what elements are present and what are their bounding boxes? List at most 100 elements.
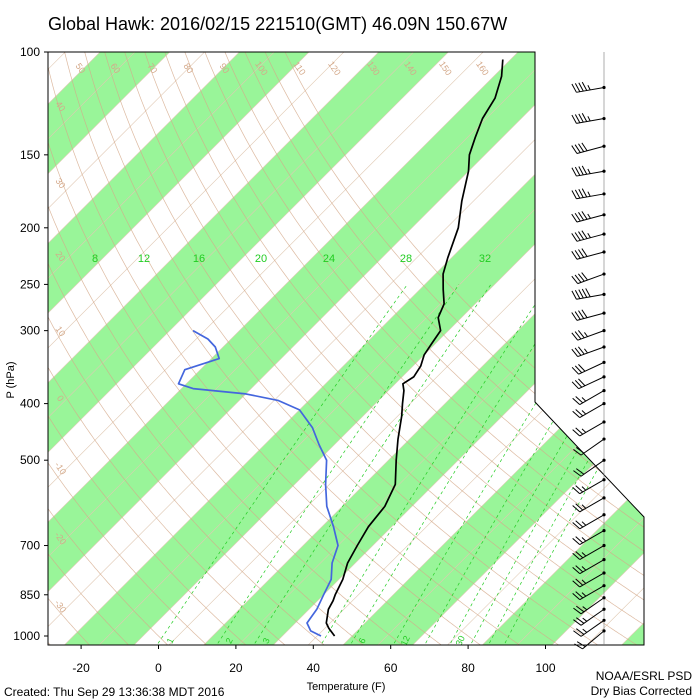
dry-adiabat-label: 90	[217, 61, 231, 75]
wind-barb	[571, 230, 606, 242]
wind-barb-dot	[602, 232, 606, 236]
isotherm-line	[48, 52, 567, 645]
temperature-tick-label: 100	[535, 661, 555, 675]
wind-barb-staff	[579, 479, 605, 495]
wind-barb-staff	[582, 630, 605, 650]
dry-adiabat-line	[48, 52, 172, 645]
wind-barbs	[571, 81, 606, 650]
wind-barb-staff	[579, 545, 605, 560]
pressure-tick-label: 100	[20, 45, 40, 59]
wind-barb-feather	[575, 565, 584, 573]
wind-barb-feather	[572, 592, 581, 601]
wind-barb	[571, 329, 606, 341]
wind-barb-feather	[571, 145, 578, 154]
wind-barb	[573, 437, 606, 456]
wind-barb-feather	[572, 580, 581, 588]
wind-barb-feather	[578, 189, 584, 198]
isotherm-line	[48, 52, 427, 645]
wind-barb-staff	[578, 376, 605, 390]
mixing-ratio-label: 28	[400, 253, 412, 265]
wind-barb	[571, 142, 606, 154]
dry-adiabat-line	[100, 52, 603, 645]
isotherm-line	[688, 39, 700, 648]
wind-barb-feather	[574, 643, 583, 650]
wind-barb-feather	[574, 232, 581, 241]
wind-barb-feather	[574, 250, 581, 259]
wind-barb-feather	[574, 189, 581, 199]
wind-barb	[571, 188, 606, 200]
wind-barb-feather	[575, 520, 584, 528]
dry-adiabat-line	[48, 52, 407, 645]
pressure-tick-label: 500	[20, 453, 40, 467]
wind-barb-feather	[574, 365, 583, 374]
pressure-axis: 100 150 200 250 300 400 500 700 850 1000	[13, 45, 48, 643]
created-timestamp: Created: Thu Sep 29 13:36:38 MDT 2016	[4, 685, 225, 699]
wind-barb-feather	[573, 630, 582, 637]
isotherm-line	[48, 52, 532, 645]
wind-barb-feather	[573, 470, 582, 477]
mixing-ratio-label: 3	[261, 636, 272, 645]
wind-barb	[573, 607, 606, 626]
wind-barb-staff	[577, 330, 605, 341]
mixing-ratio-label: 32	[479, 253, 491, 265]
dry-adiabat-line	[278, 52, 644, 645]
wind-barb-staff	[580, 597, 605, 615]
sounding-profiles	[177, 59, 504, 637]
dewpoint-profile	[177, 329, 339, 637]
dry-adiabat-line	[219, 52, 644, 645]
dry-adiabat-line	[48, 52, 290, 645]
dry-adiabat-line	[81, 52, 564, 645]
wind-barb-feather	[572, 566, 581, 575]
dry-adiabat-line	[140, 52, 644, 645]
dry-adiabat-label: -30	[53, 598, 69, 614]
wind-barb	[571, 113, 606, 124]
wind-barb-staff	[579, 572, 605, 588]
dry-adiabat-line	[48, 52, 486, 645]
wind-barb-feather	[582, 606, 588, 611]
mixing-ratio-label: 20	[255, 253, 267, 265]
wind-barb-feather	[571, 366, 579, 375]
isotherm-line	[48, 52, 358, 645]
temperature-profile	[325, 59, 504, 637]
dry-adiabat-line	[48, 52, 93, 645]
wind-barb-feather	[577, 273, 585, 282]
wind-barb-dot	[602, 169, 606, 173]
isotherm-line	[48, 52, 288, 645]
temperature-tick-label: 20	[229, 661, 243, 675]
mixing-ratio-label: 24	[323, 253, 335, 265]
pressure-tick-label: 150	[20, 148, 40, 162]
wind-barb-feather	[573, 619, 582, 626]
mixing-ratio-label: 30	[454, 634, 467, 647]
isotherm-line	[653, 39, 700, 648]
wind-barb	[571, 248, 606, 260]
wind-barb-feather	[582, 617, 588, 622]
pressure-tick-label: 250	[20, 277, 40, 291]
wind-barb	[571, 309, 606, 321]
wind-barb	[572, 420, 606, 437]
dry-adiabat-label: 150	[437, 59, 454, 77]
wind-barb-staff	[579, 421, 605, 437]
wind-barb-feather	[581, 552, 587, 557]
mixing-ratio-line	[468, 284, 644, 645]
wind-barb-feather	[575, 578, 584, 586]
dry-adiabat-label: 10	[53, 324, 67, 338]
wind-barb	[572, 496, 606, 513]
wind-barb-feather	[572, 505, 581, 513]
wind-barb-feather	[575, 503, 584, 511]
temperature-tick-label: 60	[384, 661, 398, 675]
wind-barb-staff	[579, 514, 605, 530]
isotherm-label: 30	[617, 477, 641, 501]
wind-barb-staff	[577, 273, 605, 285]
wind-barb-feather	[581, 248, 588, 257]
dry-adiabat-label: 0	[55, 393, 66, 403]
temperature-tick-label: -20	[72, 661, 90, 675]
isotherm-line	[339, 52, 644, 645]
wind-barb-feather	[575, 427, 584, 435]
wind-barb-feather	[585, 288, 591, 298]
mixing-ratio-line	[214, 284, 460, 645]
wind-barb-feather	[581, 288, 588, 298]
dry-adiabat-lines	[48, 52, 644, 645]
wind-barb-feather	[581, 486, 587, 491]
isotherm-line	[48, 52, 392, 645]
